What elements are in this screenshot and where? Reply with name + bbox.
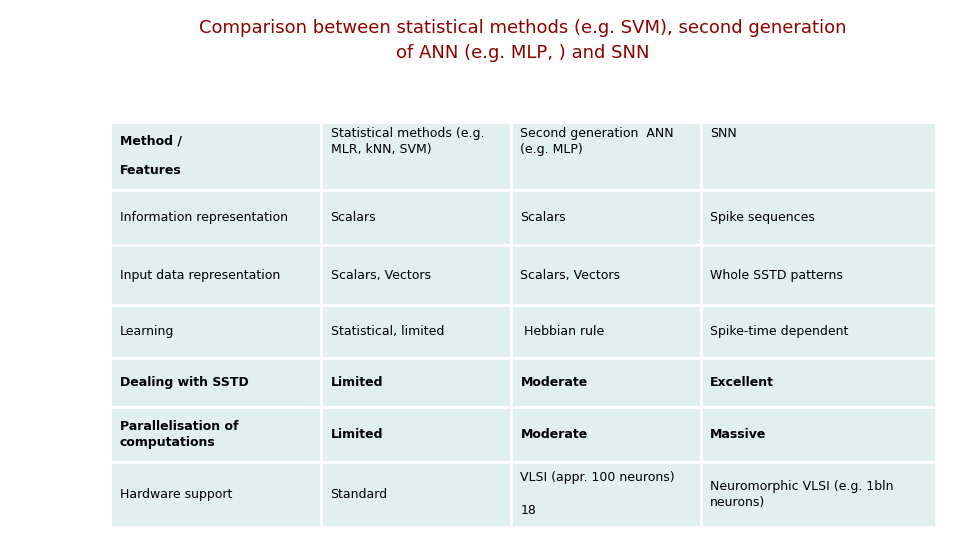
- Text: Excellent: Excellent: [710, 376, 775, 389]
- Text: Comparison between statistical methods (e.g. SVM), second generation
of ANN (e.g: Comparison between statistical methods (…: [200, 19, 847, 62]
- FancyBboxPatch shape: [701, 407, 936, 462]
- FancyBboxPatch shape: [110, 246, 321, 305]
- Text: Limited: Limited: [330, 428, 383, 441]
- FancyBboxPatch shape: [110, 359, 321, 407]
- FancyBboxPatch shape: [701, 122, 936, 190]
- FancyBboxPatch shape: [511, 246, 701, 305]
- Text: Neuromorphic VLSI (e.g. 1bln
neurons): Neuromorphic VLSI (e.g. 1bln neurons): [710, 480, 894, 509]
- Text: Statistical, limited: Statistical, limited: [330, 325, 444, 338]
- Text: Moderate: Moderate: [520, 376, 588, 389]
- Text: Information representation: Information representation: [120, 211, 288, 224]
- Text: Scalars: Scalars: [330, 211, 376, 224]
- FancyBboxPatch shape: [110, 190, 321, 246]
- Text: Method /: Method /: [120, 134, 182, 147]
- Text: Standard: Standard: [330, 488, 388, 501]
- FancyBboxPatch shape: [701, 246, 936, 305]
- FancyBboxPatch shape: [110, 122, 321, 190]
- Text: Scalars, Vectors: Scalars, Vectors: [330, 269, 430, 282]
- Text: Scalars: Scalars: [520, 211, 566, 224]
- Text: Spike-time dependent: Spike-time dependent: [710, 325, 849, 338]
- Text: Learning: Learning: [120, 325, 175, 338]
- FancyBboxPatch shape: [321, 305, 511, 359]
- FancyBboxPatch shape: [511, 359, 701, 407]
- Text: Limited: Limited: [330, 376, 383, 389]
- Text: Second generation  ANN
(e.g. MLP): Second generation ANN (e.g. MLP): [520, 127, 674, 157]
- Text: SNN: SNN: [710, 127, 737, 140]
- Text: Statistical methods (e.g.
MLR, kNN, SVM): Statistical methods (e.g. MLR, kNN, SVM): [330, 127, 484, 157]
- FancyBboxPatch shape: [511, 462, 701, 526]
- FancyBboxPatch shape: [321, 122, 511, 190]
- Text: Massive: Massive: [710, 428, 767, 441]
- Text: Dealing with SSTD: Dealing with SSTD: [120, 376, 249, 389]
- Text: Moderate: Moderate: [520, 428, 588, 441]
- FancyBboxPatch shape: [110, 407, 321, 462]
- Text: Scalars, Vectors: Scalars, Vectors: [520, 269, 620, 282]
- FancyBboxPatch shape: [110, 122, 936, 526]
- FancyBboxPatch shape: [511, 407, 701, 462]
- FancyBboxPatch shape: [321, 359, 511, 407]
- FancyBboxPatch shape: [321, 246, 511, 305]
- FancyBboxPatch shape: [701, 190, 936, 246]
- FancyBboxPatch shape: [110, 462, 321, 526]
- FancyBboxPatch shape: [321, 407, 511, 462]
- Text: Features: Features: [120, 164, 181, 178]
- Text: VLSI (appr. 100 neurons)

18: VLSI (appr. 100 neurons) 18: [520, 471, 675, 517]
- Text: Input data representation: Input data representation: [120, 269, 280, 282]
- FancyBboxPatch shape: [701, 305, 936, 359]
- FancyBboxPatch shape: [701, 462, 936, 526]
- Text: Hebbian rule: Hebbian rule: [520, 325, 605, 338]
- FancyBboxPatch shape: [701, 359, 936, 407]
- Text: Hardware support: Hardware support: [120, 488, 232, 501]
- FancyBboxPatch shape: [511, 305, 701, 359]
- FancyBboxPatch shape: [321, 190, 511, 246]
- Text: Spike sequences: Spike sequences: [710, 211, 815, 224]
- FancyBboxPatch shape: [110, 305, 321, 359]
- FancyBboxPatch shape: [321, 462, 511, 526]
- FancyBboxPatch shape: [511, 122, 701, 190]
- Text: Whole SSTD patterns: Whole SSTD patterns: [710, 269, 843, 282]
- FancyBboxPatch shape: [511, 190, 701, 246]
- Text: Parallelisation of
computations: Parallelisation of computations: [120, 420, 238, 449]
